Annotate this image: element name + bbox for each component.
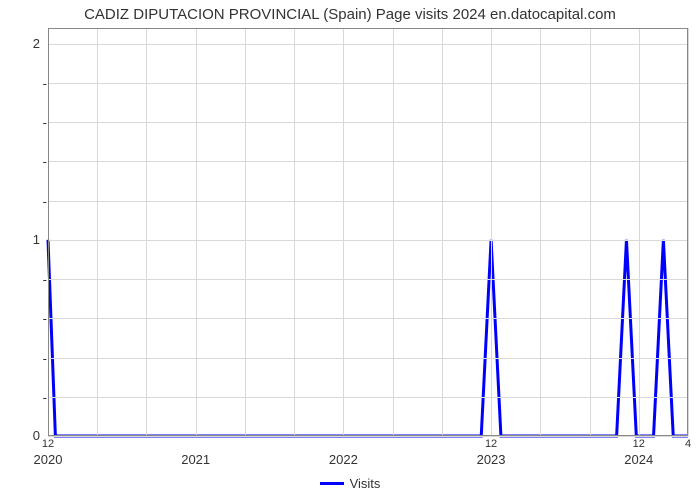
grid-line-horizontal-minor — [48, 358, 688, 359]
x-year-label: 2023 — [477, 452, 506, 467]
grid-line-horizontal-minor — [48, 279, 688, 280]
axis-border — [687, 28, 688, 436]
x-tick-label: 4 — [685, 438, 691, 450]
grid-line-horizontal-minor — [48, 201, 688, 202]
grid-line-vertical — [688, 28, 689, 436]
grid-line-horizontal-minor — [48, 318, 688, 319]
grid-line-horizontal — [48, 240, 688, 241]
y-minor-tick: - — [39, 272, 47, 287]
x-tick-label: 12 — [633, 438, 645, 450]
y-minor-tick: - — [39, 154, 47, 169]
legend-label: Visits — [350, 476, 381, 491]
grid-line-horizontal-minor — [48, 161, 688, 162]
x-year-label: 2020 — [34, 452, 63, 467]
y-minor-tick: - — [39, 194, 47, 209]
y-tick-label: 1 — [20, 232, 40, 247]
grid-line-vertical — [442, 28, 443, 436]
grid-line-vertical — [491, 28, 492, 436]
line-chart-svg — [48, 28, 688, 436]
grid-line-horizontal-minor — [48, 397, 688, 398]
y-minor-tick: - — [39, 76, 47, 91]
visits-line — [48, 240, 688, 436]
grid-line-vertical — [540, 28, 541, 436]
grid-line-horizontal-minor — [48, 122, 688, 123]
axis-border — [48, 28, 688, 29]
legend-swatch — [320, 482, 344, 485]
y-minor-tick: - — [39, 390, 47, 405]
x-year-label: 2021 — [181, 452, 210, 467]
grid-line-vertical — [97, 28, 98, 436]
y-minor-tick: - — [39, 351, 47, 366]
axis-border — [48, 28, 49, 436]
chart-title: CADIZ DIPUTACION PROVINCIAL (Spain) Page… — [0, 6, 700, 23]
grid-line-vertical — [245, 28, 246, 436]
grid-line-vertical — [294, 28, 295, 436]
grid-line-vertical — [393, 28, 394, 436]
y-tick-label: 0 — [20, 428, 40, 443]
grid-line-vertical — [590, 28, 591, 436]
grid-line-horizontal — [48, 436, 688, 437]
grid-line-horizontal-minor — [48, 83, 688, 84]
y-tick-label: 2 — [20, 36, 40, 51]
legend-item-visits: Visits — [320, 476, 381, 491]
legend: Visits — [0, 472, 700, 491]
grid-line-horizontal — [48, 44, 688, 45]
x-tick-label: 12 — [485, 438, 497, 450]
y-minor-tick: - — [39, 311, 47, 326]
x-tick-label: 12 — [42, 438, 54, 450]
grid-line-vertical — [196, 28, 197, 436]
axis-border — [48, 435, 688, 436]
x-year-label: 2024 — [624, 452, 653, 467]
x-year-label: 2022 — [329, 452, 358, 467]
grid-line-vertical — [639, 28, 640, 436]
y-minor-tick: - — [39, 115, 47, 130]
grid-line-vertical — [343, 28, 344, 436]
grid-line-vertical — [146, 28, 147, 436]
plot-area — [48, 28, 688, 436]
